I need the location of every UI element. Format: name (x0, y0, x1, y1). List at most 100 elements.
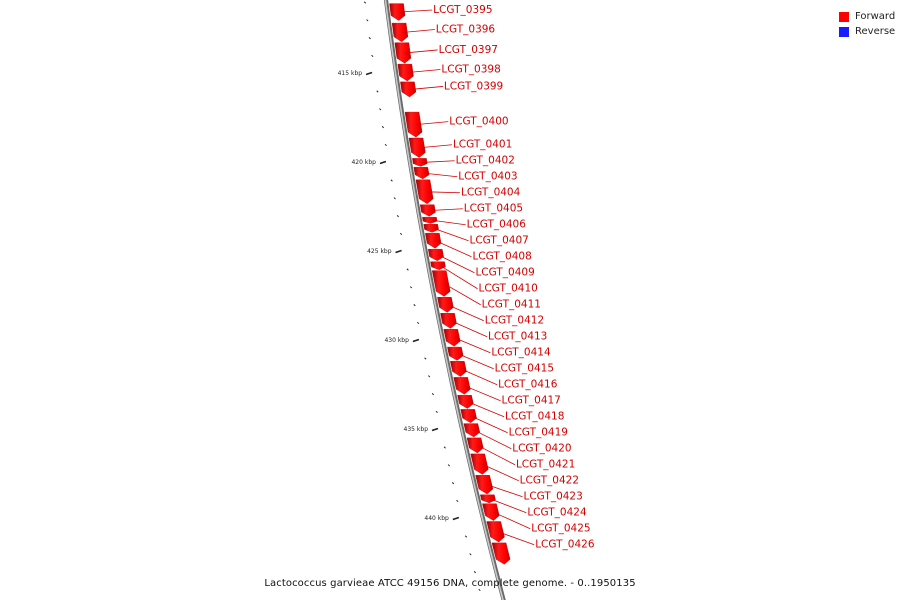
leader-line (415, 121, 449, 125)
major-tick (412, 338, 420, 343)
minor-tick (376, 90, 379, 93)
leader-line (426, 191, 460, 194)
gene-lcgt-0404 (415, 179, 434, 205)
minor-tick (393, 197, 396, 200)
gene-lcgt-0410 (430, 261, 446, 270)
gene-lcgt-0422 (470, 453, 489, 475)
major-tick (431, 427, 439, 432)
gene-label: LCGT_0395 (433, 4, 492, 16)
legend: Forward Reverse (839, 9, 895, 39)
leader-line (410, 86, 443, 90)
leader-line (443, 283, 481, 306)
gene-lcgt-0403 (413, 167, 430, 180)
gene-lcgt-0414 (443, 329, 461, 347)
minor-tick (413, 304, 416, 307)
tick-label: 415 kbp (338, 70, 363, 77)
legend-forward-label: Forward (855, 11, 896, 22)
leader-line (486, 484, 523, 498)
leader-line (402, 29, 435, 33)
genome-backbone (383, 0, 506, 600)
minor-tick (396, 215, 399, 218)
minor-tick (416, 321, 420, 325)
minor-tick (371, 54, 374, 58)
gene-label: LCGT_0425 (531, 523, 590, 535)
minor-tick (469, 553, 472, 556)
gene-lcgt-0407 (423, 224, 439, 233)
minor-tick (427, 375, 431, 378)
gene-lcgt-0418 (457, 395, 474, 409)
gene-features (389, 3, 511, 565)
gene-lcgt-0413 (440, 313, 457, 329)
tick-label: 425 kbp (367, 248, 392, 255)
leader-line (460, 368, 498, 386)
leader-line (464, 385, 501, 402)
gene-label: LCGT_0420 (512, 443, 571, 455)
minor-tick (399, 232, 403, 236)
minor-tick (435, 410, 438, 414)
gene-label: LCGT_0398 (441, 64, 500, 76)
forward-swatch (839, 11, 849, 22)
leader-line (440, 265, 478, 290)
major-tick (365, 71, 373, 76)
leader-line (430, 208, 463, 211)
gene-label: LCGT_0416 (498, 379, 558, 391)
minor-tick (443, 446, 446, 449)
minor-tick (431, 393, 435, 396)
gene-lcgt-0408 (425, 232, 442, 249)
gene-label: LCGT_0406 (467, 219, 527, 231)
gene-label: LCGT_0403 (458, 171, 517, 183)
gene-lcgt-0419 (460, 409, 477, 424)
minor-tick (390, 179, 393, 182)
gene-lcgt-0423 (475, 475, 494, 495)
gene-lcgt-0424 (480, 494, 496, 504)
gene-lcgt-0426 (486, 521, 505, 543)
leader-line (450, 320, 488, 338)
leader-line (423, 172, 458, 178)
gene-label: LCGT_0401 (453, 139, 512, 151)
minor-tick (478, 588, 481, 592)
reverse-swatch (839, 26, 849, 37)
gene-lcgt-0417 (453, 377, 471, 395)
major-tick (379, 160, 387, 165)
gene-unlabeled (491, 542, 511, 565)
major-tick (452, 516, 460, 521)
leader-line (421, 160, 455, 163)
leader-line (457, 353, 494, 370)
gene-lcgt-0416 (450, 361, 467, 377)
gene-label: LCGT_0418 (505, 411, 564, 423)
leader-line (493, 511, 531, 530)
gene-lcgt-0401 (408, 137, 426, 158)
leader-line (498, 531, 535, 546)
gene-label: LCGT_0405 (464, 203, 523, 215)
gene-label: LCGT_0415 (495, 363, 554, 375)
leader-line (454, 337, 491, 354)
gene-label: LCGT_0423 (523, 491, 582, 503)
gene-lcgt-0425 (482, 503, 500, 521)
gene-labels: LCGT_0395 LCGT_0396 LCGT_0397 LCGT_0398 LCGT… (433, 4, 595, 551)
minor-tick (451, 482, 455, 485)
gene-label: LCGT_0421 (516, 459, 575, 471)
gene-label: LCGT_0402 (456, 155, 515, 167)
gene-label: LCGT_0419 (509, 427, 568, 439)
gene-label: LCGT_0407 (469, 235, 528, 247)
minor-tick (473, 571, 477, 574)
gene-label: LCGT_0412 (485, 315, 544, 327)
tick-label: 435 kbp (404, 426, 429, 433)
gene-lcgt-0420 (463, 423, 481, 438)
gene-lcgt-0395 (389, 3, 406, 21)
gene-lcgt-0396 (391, 22, 409, 43)
gene-lcgt-0406 (422, 216, 438, 224)
leader-line (474, 429, 512, 450)
major-tick (395, 249, 402, 254)
gene-lcgt-0399 (400, 81, 417, 98)
legend-reverse-label: Reverse (855, 26, 896, 37)
gene-lcgt-0411 (431, 270, 451, 297)
coordinate-ticks: 415 kbp 420 kbp 425 kbp 430 kbp 435 kbp 440 k… (338, 1, 481, 592)
leader-line (470, 415, 508, 434)
minor-tick (366, 19, 369, 22)
leader-line (447, 304, 484, 322)
minor-tick (424, 357, 427, 360)
gene-label: LCGT_0410 (479, 283, 538, 295)
gene-label: LCGT_0424 (527, 507, 587, 519)
gene-label: LCGT_0399 (444, 80, 503, 92)
